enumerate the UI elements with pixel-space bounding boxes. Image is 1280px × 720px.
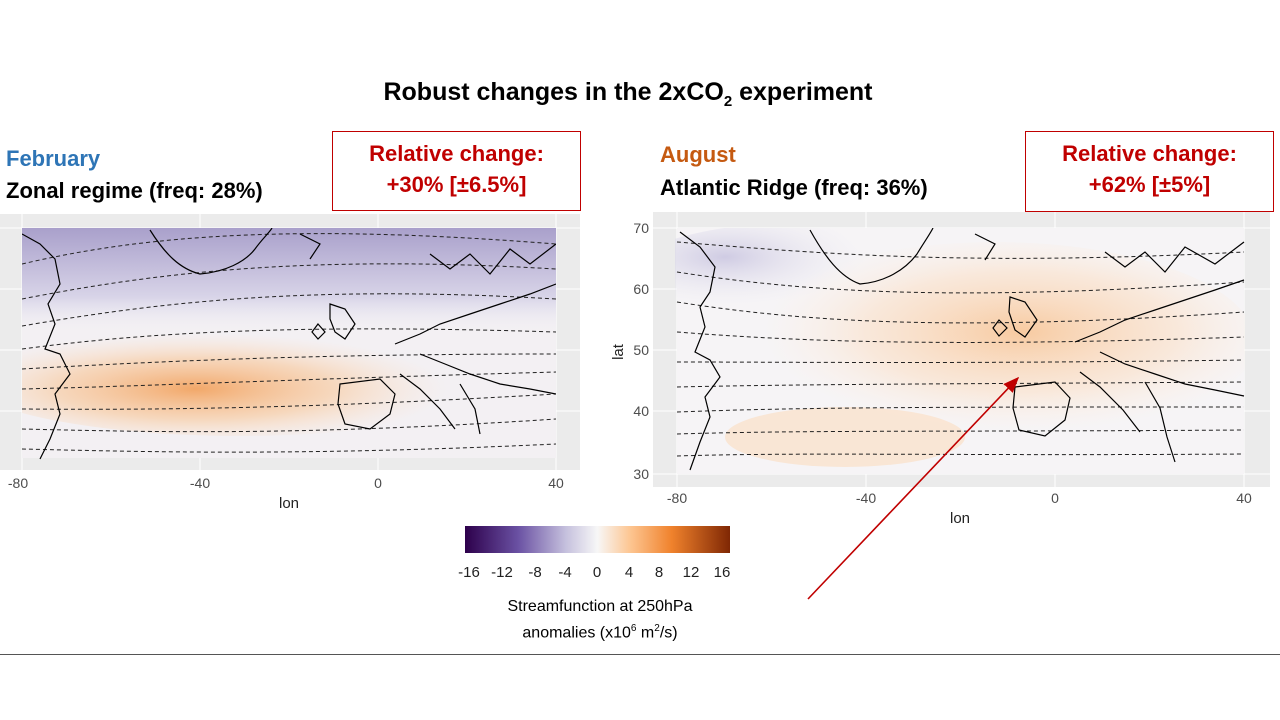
left-map-plot: -80 -40 0 40 lon	[0, 214, 580, 512]
left-relative-change-box: Relative change: +30% [±6.5%]	[332, 131, 581, 211]
right-relative-change-value: +62% [±5%]	[1088, 172, 1211, 197]
left-month-label: February	[6, 146, 101, 171]
right-relative-change-box: Relative change: +62% [±5%]	[1025, 131, 1274, 212]
colorbar-tick: 16	[714, 564, 731, 581]
left-x-axis-label: lon	[279, 495, 299, 512]
right-x-tick-2: -40	[856, 490, 876, 506]
right-y-tick-40: 40	[633, 403, 649, 419]
colorbar-caption-line2: anomalies (x106 m2/s)	[522, 623, 678, 642]
right-y-tick-60: 60	[633, 281, 649, 297]
right-regime-label: Atlantic Ridge (freq: 36%)	[660, 175, 928, 200]
left-x-tick-4: 40	[548, 475, 564, 491]
left-relative-change-value: +30% [±6.5%]	[386, 172, 527, 197]
right-y-axis-label: lat	[610, 343, 627, 360]
right-month-label: August	[660, 142, 736, 167]
colorbar-tick: 0	[593, 564, 601, 581]
colorbar-caption-line1: Streamfunction at 250hPa	[507, 598, 693, 615]
right-relative-change-label: Relative change:	[1062, 141, 1237, 166]
colorbar-tick: -16	[458, 564, 480, 581]
colorbar-tick: 12	[683, 564, 700, 581]
left-x-tick-3: 0	[374, 475, 382, 491]
right-x-tick-3: 0	[1051, 490, 1059, 506]
colorbar-caption: Streamfunction at 250hPa anomalies (x106…	[440, 596, 760, 644]
page-title: Robust changes in the 2xCO2 experiment	[383, 78, 873, 110]
left-x-tick-1: -80	[8, 475, 28, 491]
right-y-tick-30: 30	[633, 466, 649, 482]
colorbar-tick: 4	[625, 564, 633, 581]
colorbar-tick: -12	[491, 564, 513, 581]
left-x-tick-2: -40	[190, 475, 210, 491]
right-y-tick-70: 70	[633, 220, 649, 236]
footer-divider	[0, 654, 1280, 655]
colorbar-tick: 8	[655, 564, 663, 581]
colorbar-tick: -8	[528, 564, 541, 581]
right-y-tick-50: 50	[633, 342, 649, 358]
right-map-plot: 70 60 50 40 30 -80 -40 0 40 lon lat	[610, 212, 1270, 527]
left-relative-change-label: Relative change:	[369, 141, 544, 166]
right-x-axis-label: lon	[950, 510, 970, 527]
colorbar-tick: -4	[558, 564, 571, 581]
colorbar: -16 -12 -8 -4 0 4 8 12 16	[458, 526, 731, 581]
left-regime-label: Zonal regime (freq: 28%)	[6, 178, 263, 203]
right-x-tick-4: 40	[1236, 490, 1252, 506]
colorbar-gradient	[465, 526, 730, 553]
right-x-tick-1: -80	[667, 490, 687, 506]
